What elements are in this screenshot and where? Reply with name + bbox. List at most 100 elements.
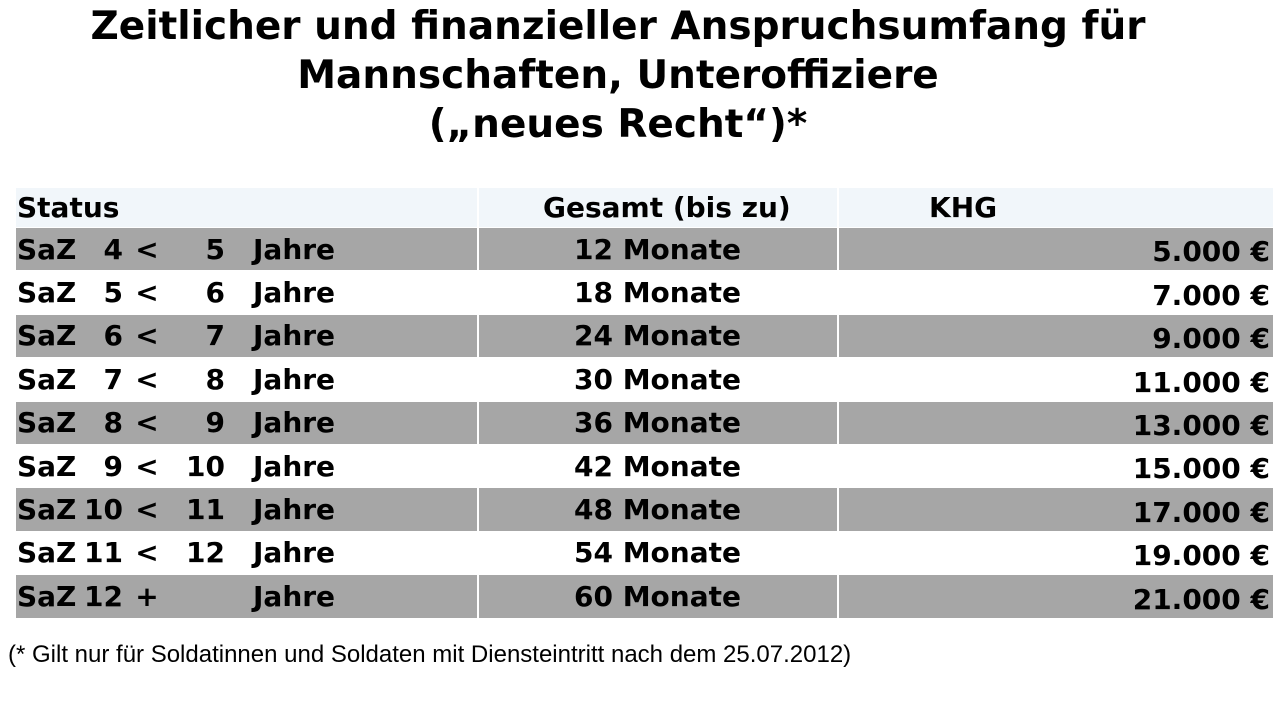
- gesamt-cell: 12 Monate: [479, 228, 837, 271]
- status-saz: SaZ: [17, 362, 77, 396]
- status-saz: SaZ: [17, 276, 77, 310]
- status-from: 9: [103, 449, 123, 483]
- status-saz: SaZ: [17, 406, 77, 440]
- gesamt-cell: 48 Monate: [479, 488, 837, 531]
- khg-value: 15.000 €: [1132, 452, 1270, 486]
- gesamt-value: 24 Monate: [573, 319, 741, 353]
- khg-value: 11.000 €: [1132, 365, 1270, 399]
- khg-cell: 9.000 €: [839, 314, 1273, 358]
- header-khg-label: KHG: [929, 191, 998, 224]
- gesamt-cell: 42 Monate: [479, 444, 837, 488]
- table-row: SaZ 11 <12 Jahre 54 Monate 19.000 €: [16, 531, 1273, 576]
- status-from: 11: [84, 536, 123, 570]
- title-line-2: Mannschaften, Unteroffiziere: [297, 53, 939, 98]
- gesamt-value: 30 Monate: [573, 362, 741, 396]
- table-row: SaZ 10 <11 Jahre 48 Monate 17.000 €: [16, 488, 1273, 532]
- status-operator: <: [135, 493, 159, 527]
- page-title: Zeitlicher und finanzieller Anspruchsumf…: [0, 2, 1236, 149]
- gesamt-value: 18 Monate: [573, 276, 741, 310]
- status-unit: Jahre: [253, 579, 336, 613]
- gesamt-value: 12 Monate: [573, 232, 741, 266]
- status-unit: Jahre: [253, 232, 336, 266]
- status-from: 8: [103, 406, 123, 440]
- table-header-row: Status Gesamt (bis zu) KHG: [16, 188, 1273, 228]
- header-khg: KHG: [839, 188, 1273, 227]
- table-row: SaZ 6 <7 Jahre 24 Monate 9.000 €: [16, 314, 1273, 359]
- status-saz: SaZ: [17, 449, 77, 483]
- status-unit: Jahre: [253, 406, 336, 440]
- status-from: 7: [103, 362, 123, 396]
- status-cell: SaZ 8 <9 Jahre: [16, 401, 477, 444]
- status-to: 5: [205, 232, 225, 266]
- gesamt-value: 48 Monate: [573, 493, 741, 527]
- khg-cell: 15.000 €: [839, 444, 1273, 488]
- status-saz: SaZ: [17, 579, 77, 613]
- status-cell: SaZ 5 <6 Jahre: [16, 271, 477, 314]
- status-from: 12: [84, 579, 123, 613]
- khg-cell: 21.000 €: [839, 575, 1273, 618]
- status-unit: Jahre: [253, 276, 336, 310]
- status-saz: SaZ: [17, 319, 77, 353]
- title-line-1: Zeitlicher und finanzieller Anspruchsumf…: [90, 4, 1146, 49]
- status-operator: <: [135, 319, 159, 353]
- gesamt-value: 60 Monate: [573, 579, 741, 613]
- status-cell: SaZ 7 <8 Jahre: [16, 358, 477, 401]
- status-unit: Jahre: [253, 536, 336, 570]
- khg-cell: 17.000 €: [839, 488, 1273, 531]
- table-body: SaZ 4 <5 Jahre 12 Monate 5.000 € SaZ 5 <6 Jahre 18…: [16, 228, 1273, 619]
- khg-value: 7.000 €: [1152, 278, 1270, 312]
- status-saz: SaZ: [17, 232, 77, 266]
- khg-value: 17.000 €: [1132, 495, 1270, 529]
- gesamt-cell: 60 Monate: [479, 575, 837, 618]
- table-row: SaZ 5 <6 Jahre 18 Monate 7.000 €: [16, 271, 1273, 315]
- table-row: SaZ 7 <8 Jahre 30 Monate 11.000 €: [16, 358, 1273, 402]
- gesamt-cell: 24 Monate: [479, 314, 837, 358]
- status-cell: SaZ 9 <10 Jahre: [16, 444, 477, 488]
- status-saz: SaZ: [17, 536, 77, 570]
- entitlement-table: Status Gesamt (bis zu) KHG SaZ 4 <5 Jahre 12…: [16, 188, 1273, 619]
- table-row: SaZ 9 <10 Jahre 42 Monate 15.000 €: [16, 444, 1273, 489]
- status-from: 5: [103, 276, 123, 310]
- khg-cell: 5.000 €: [839, 228, 1273, 271]
- status-unit: Jahre: [253, 449, 336, 483]
- gesamt-value: 54 Monate: [573, 536, 741, 570]
- status-operator: <: [135, 232, 159, 266]
- table-row: SaZ 4 <5 Jahre 12 Monate 5.000 €: [16, 228, 1273, 272]
- gesamt-cell: 36 Monate: [479, 401, 837, 444]
- status-saz: SaZ: [17, 493, 77, 527]
- status-to: 6: [205, 276, 225, 310]
- status-cell: SaZ 12 + Jahre: [16, 575, 477, 618]
- status-from: 10: [84, 493, 123, 527]
- status-unit: Jahre: [253, 362, 336, 396]
- status-operator: <: [135, 536, 159, 570]
- khg-cell: 7.000 €: [839, 271, 1273, 314]
- status-operator: <: [135, 362, 159, 396]
- khg-cell: 13.000 €: [839, 401, 1273, 444]
- title-line-3: („neues Recht“)*: [428, 102, 808, 147]
- status-from: 4: [103, 232, 123, 266]
- khg-value: 19.000 €: [1132, 539, 1270, 573]
- status-to: 10: [186, 449, 225, 483]
- status-to: 7: [205, 319, 225, 353]
- khg-cell: 11.000 €: [839, 358, 1273, 401]
- status-from: 6: [103, 319, 123, 353]
- status-to: 11: [186, 493, 225, 527]
- gesamt-cell: 18 Monate: [479, 271, 837, 314]
- status-to: 12: [186, 536, 225, 570]
- table-row: SaZ 12 + Jahre 60 Monate 21.000 €: [16, 575, 1273, 619]
- gesamt-value: 42 Monate: [573, 449, 741, 483]
- status-unit: Jahre: [253, 493, 336, 527]
- header-status: Status: [16, 188, 477, 227]
- khg-value: 13.000 €: [1132, 408, 1270, 442]
- table-row: SaZ 8 <9 Jahre 36 Monate 13.000 €: [16, 401, 1273, 445]
- gesamt-cell: 54 Monate: [479, 531, 837, 575]
- status-operator: <: [135, 276, 159, 310]
- header-status-label: Status: [17, 191, 120, 224]
- status-cell: SaZ 4 <5 Jahre: [16, 228, 477, 271]
- status-cell: SaZ 11 <12 Jahre: [16, 531, 477, 575]
- status-to: 9: [205, 406, 225, 440]
- status-operator: <: [135, 406, 159, 440]
- status-cell: SaZ 10 <11 Jahre: [16, 488, 477, 531]
- status-operator: <: [135, 449, 159, 483]
- footnote: (* Gilt nur für Soldatinnen und Soldaten…: [8, 641, 852, 668]
